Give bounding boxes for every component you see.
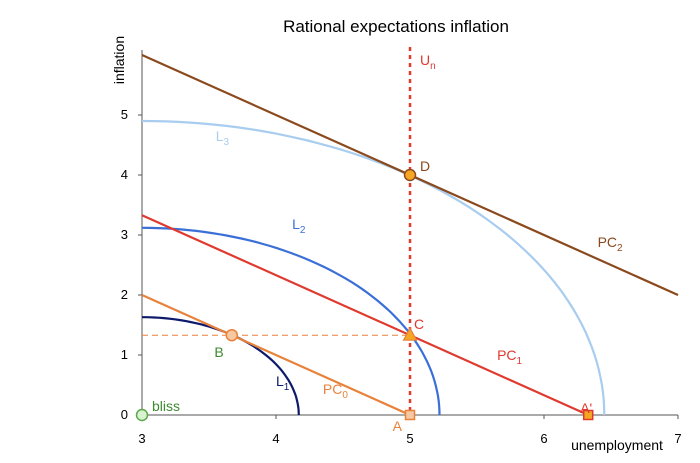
y-tick-label: 3: [121, 227, 128, 242]
y-axis-label: inflation: [111, 36, 127, 84]
loss-curve-label: L3: [216, 128, 230, 148]
phillips-curve-label: PC0: [323, 381, 348, 401]
point-label: A': [580, 400, 592, 416]
point-marker: [225, 328, 239, 342]
point-label: bliss: [152, 398, 180, 414]
point-label: D: [420, 158, 430, 174]
x-tick-label: 6: [540, 431, 547, 446]
axes: 0 1 2 3 4 5 3 4 5 6 7: [121, 50, 682, 446]
x-tick-label: 7: [674, 431, 681, 446]
x-tick-label: 3: [138, 431, 145, 446]
plot-area: L1 L2 L3 Un PC0 PC1 PC2 bliss B A C A' D: [135, 47, 679, 434]
point-marker: [403, 168, 417, 182]
x-axis-label: unemployment: [571, 437, 663, 453]
x-tick-label: 5: [406, 431, 413, 446]
loss-curve-l3: [141, 119, 606, 416]
point-marker: [404, 409, 416, 421]
y-tick-label: 2: [121, 287, 128, 302]
y-tick-label: 5: [121, 107, 128, 122]
natural-rate-label: Un: [420, 52, 436, 72]
point-marker: [582, 409, 594, 421]
chart-title: Rational expectations inflation: [283, 17, 509, 36]
loss-curve-label: L1: [276, 373, 290, 393]
phillips-curve-pc0: [141, 293, 411, 417]
x-tick-label: 4: [272, 431, 279, 446]
y-tick-label: 4: [121, 167, 128, 182]
loss-curve-label: L2: [292, 216, 306, 236]
point-label: C: [414, 316, 424, 332]
phillips-curve-pc1: [141, 214, 589, 417]
phillips-curve-label: PC1: [497, 347, 522, 367]
y-tick-label: 0: [121, 407, 128, 422]
point-label: B: [214, 344, 223, 360]
point-label: A: [393, 418, 403, 434]
point-marker: [135, 408, 149, 422]
loss-curve-l2: [141, 226, 441, 416]
phillips-curve-label: PC2: [598, 234, 623, 254]
point-marker: [402, 326, 418, 341]
y-tick-label: 1: [121, 347, 128, 362]
